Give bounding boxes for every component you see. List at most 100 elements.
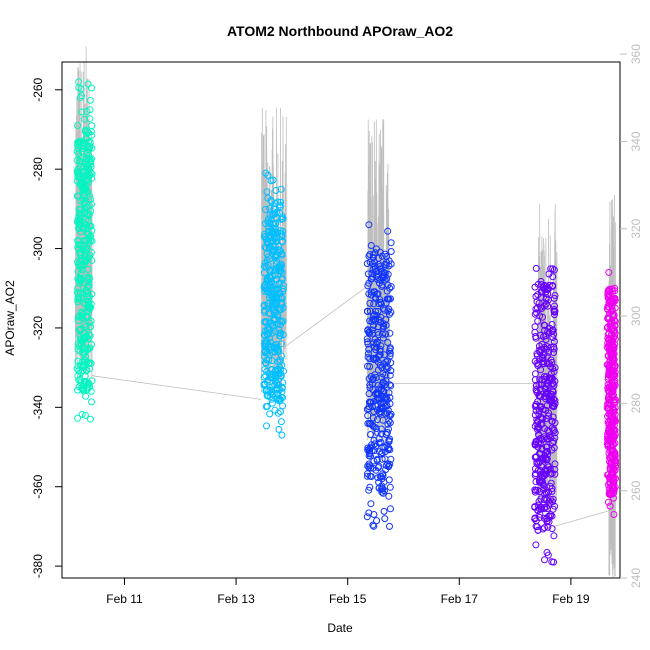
data-point <box>387 283 395 291</box>
data-point <box>263 349 271 357</box>
data-point <box>378 488 386 496</box>
data-point <box>378 475 386 483</box>
data-point <box>531 283 539 291</box>
data-point <box>366 363 374 370</box>
data-point <box>541 282 549 289</box>
data-point <box>278 299 286 306</box>
y2-tick-label: 360 <box>629 44 643 64</box>
data-point <box>85 239 93 246</box>
data-point <box>268 395 276 403</box>
data-point <box>84 171 92 179</box>
data-point <box>609 490 617 498</box>
data-point <box>369 273 377 281</box>
data-point <box>543 515 551 523</box>
data-point <box>372 272 380 280</box>
data-point <box>85 282 93 290</box>
data-point <box>369 414 377 422</box>
data-point <box>261 342 269 350</box>
data-point <box>612 417 619 425</box>
data-point <box>86 222 94 230</box>
data-point <box>366 251 374 258</box>
data-point <box>538 414 546 422</box>
data-point <box>378 485 386 493</box>
data-point <box>369 521 377 529</box>
data-point <box>386 381 394 389</box>
data-point <box>369 464 377 472</box>
data-point <box>542 336 550 343</box>
data-point <box>542 295 550 303</box>
data-point <box>531 411 539 419</box>
data-point <box>533 523 541 531</box>
data-point <box>535 430 542 438</box>
data-point <box>531 486 539 494</box>
data-point <box>606 454 613 462</box>
data-point <box>539 284 547 292</box>
data-point <box>261 308 268 316</box>
data-point <box>86 344 94 352</box>
data-point <box>264 326 272 334</box>
data-point <box>545 281 553 289</box>
data-point <box>371 447 378 454</box>
data-point <box>384 420 392 428</box>
y2-axis: 240 260 280 300 320 340 360 <box>620 44 643 588</box>
data-point <box>74 317 82 325</box>
trace-connector <box>554 510 611 527</box>
data-point <box>543 448 551 455</box>
y-tick-label: -340 <box>31 395 45 419</box>
data-point <box>81 357 89 365</box>
x-axis-label: Date <box>327 621 353 635</box>
data-point <box>365 345 373 353</box>
data-point <box>374 366 382 374</box>
data-point <box>534 291 542 299</box>
data-point <box>78 265 86 273</box>
data-point <box>380 478 388 486</box>
data-point <box>551 502 559 510</box>
data-point <box>534 526 542 534</box>
data-point <box>276 201 284 209</box>
data-point <box>610 391 617 399</box>
data-point <box>263 356 271 364</box>
data-point <box>80 163 88 170</box>
chart-title: ATOM2 Northbound APOraw_AO2 <box>227 23 453 39</box>
data-point <box>84 80 92 88</box>
data-point <box>548 485 556 493</box>
data-point <box>384 339 392 346</box>
x-tick-label: Feb 11 <box>106 592 143 606</box>
data-point <box>79 142 87 150</box>
data-point <box>75 260 82 268</box>
data-point <box>87 300 95 308</box>
data-point <box>260 380 268 388</box>
data-point <box>378 403 386 411</box>
data-point <box>550 330 558 338</box>
data-point <box>545 270 553 278</box>
data-point <box>536 385 544 393</box>
data-point <box>81 411 89 419</box>
data-point <box>386 284 394 292</box>
data-point <box>77 255 85 262</box>
data-point <box>533 420 541 428</box>
data-point <box>531 471 539 479</box>
data-point <box>261 347 269 354</box>
data-point <box>386 371 394 379</box>
data-point <box>382 462 390 469</box>
data-point <box>603 324 611 332</box>
data-point <box>78 108 86 116</box>
data-point <box>74 237 82 245</box>
data-point <box>607 432 615 440</box>
data-point <box>384 307 392 315</box>
data-point <box>382 365 390 373</box>
data-point <box>77 274 84 282</box>
data-point <box>547 356 555 364</box>
data-point <box>542 332 550 340</box>
data-point <box>538 305 546 312</box>
data-point <box>531 370 539 378</box>
data-point <box>262 206 270 213</box>
data-point <box>543 360 551 367</box>
data-point <box>83 221 91 229</box>
data-point <box>533 352 541 360</box>
data-point <box>278 431 286 439</box>
y-tick-label: -300 <box>31 236 45 260</box>
data-point <box>78 308 86 316</box>
data-point <box>609 310 617 318</box>
